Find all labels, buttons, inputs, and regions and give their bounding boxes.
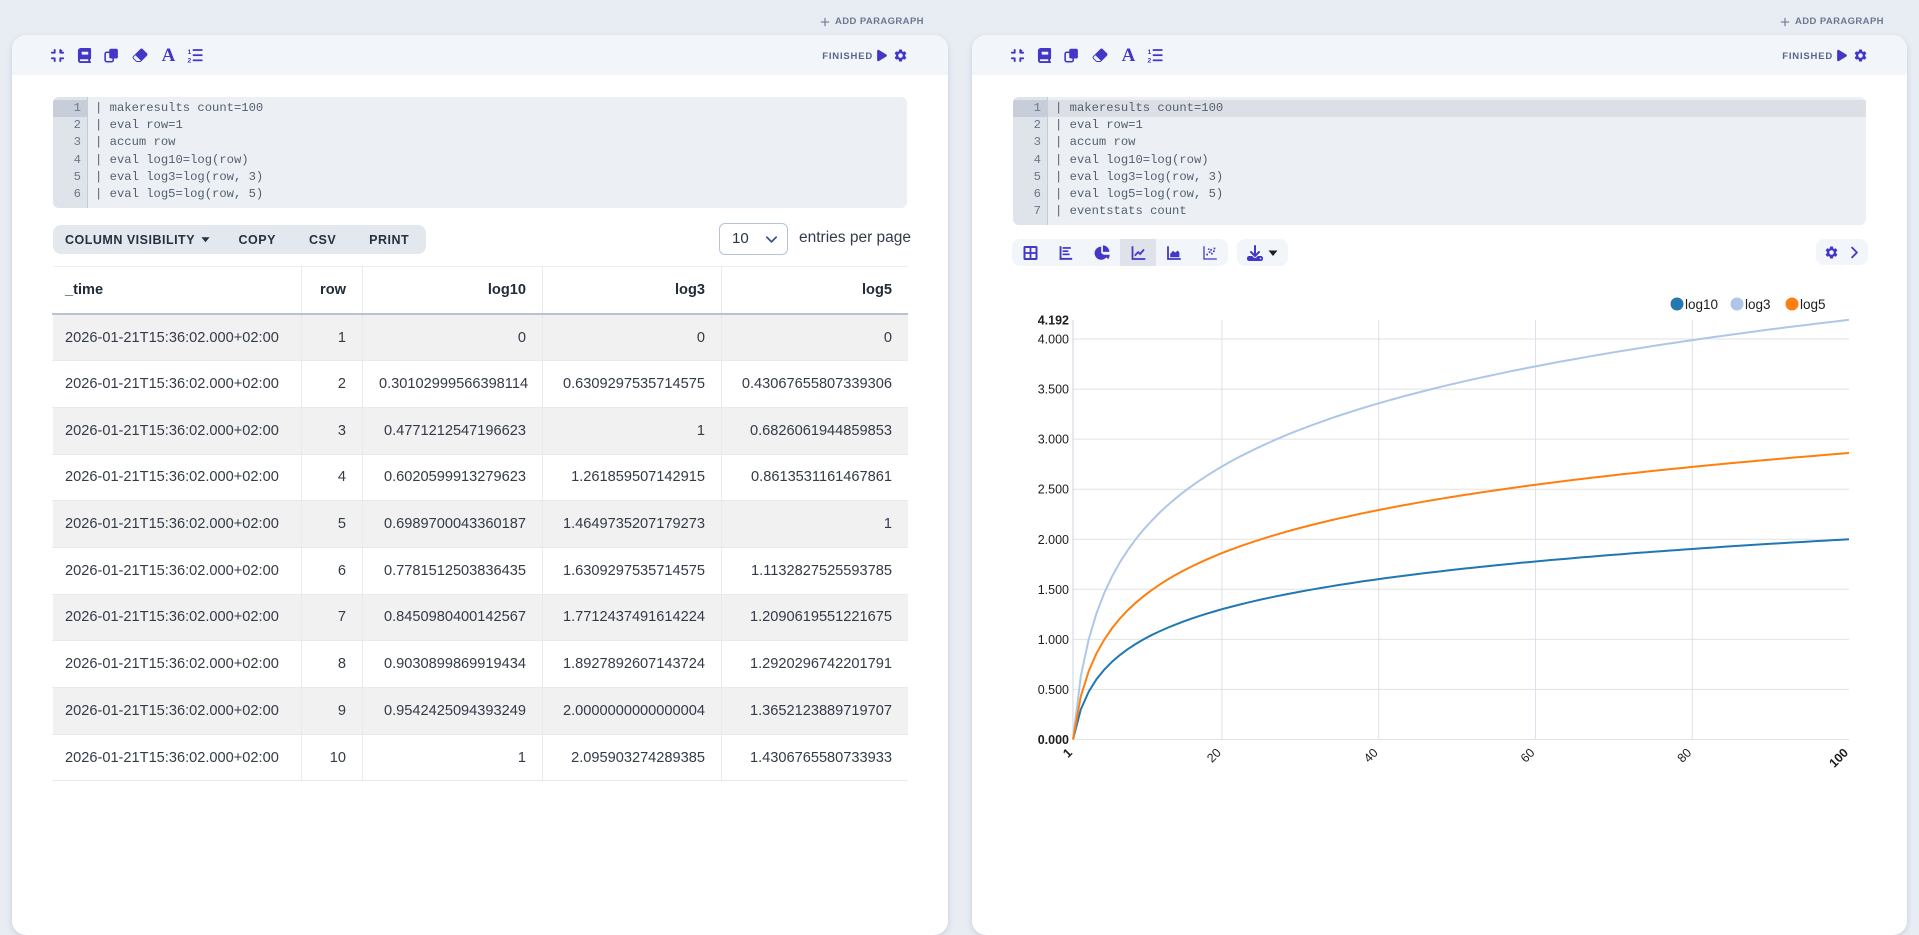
svg-text:100: 100 xyxy=(1826,746,1851,771)
svg-text:4.192: 4.192 xyxy=(1038,313,1069,327)
svg-text:1.000: 1.000 xyxy=(1038,633,1069,647)
svg-text:2: 2 xyxy=(188,57,192,63)
svg-text:0.500: 0.500 xyxy=(1038,683,1069,697)
svg-text:2.500: 2.500 xyxy=(1038,483,1069,497)
svg-text:log10: log10 xyxy=(1685,297,1718,312)
svg-text:4.000: 4.000 xyxy=(1038,333,1069,347)
svg-text:3.500: 3.500 xyxy=(1038,383,1069,397)
svg-text:40: 40 xyxy=(1361,746,1381,766)
svg-text:2: 2 xyxy=(1148,57,1152,63)
svg-text:log5: log5 xyxy=(1800,297,1826,312)
svg-text:80: 80 xyxy=(1675,746,1695,766)
svg-text:20: 20 xyxy=(1204,746,1224,766)
svg-text:2.000: 2.000 xyxy=(1038,533,1069,547)
svg-text:1: 1 xyxy=(1060,746,1075,761)
svg-text:1: 1 xyxy=(1148,48,1152,55)
svg-text:1: 1 xyxy=(188,48,192,55)
svg-text:3.000: 3.000 xyxy=(1038,433,1069,447)
svg-text:log3: log3 xyxy=(1745,297,1771,312)
svg-text:1.500: 1.500 xyxy=(1038,583,1069,597)
svg-text:0.000: 0.000 xyxy=(1038,733,1069,747)
svg-text:60: 60 xyxy=(1518,746,1538,766)
